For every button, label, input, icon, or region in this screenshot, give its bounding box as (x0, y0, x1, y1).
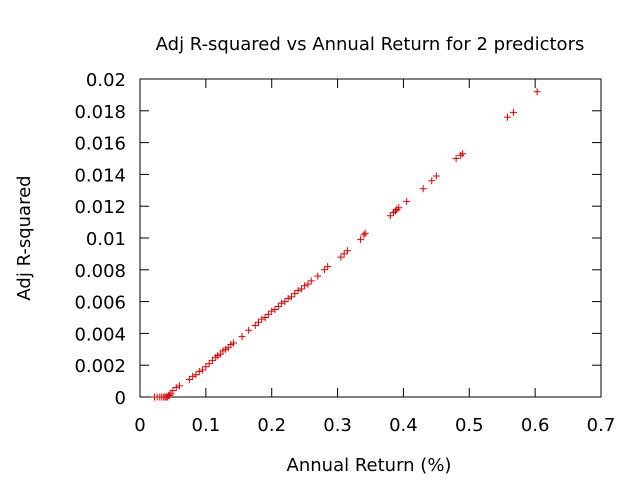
data-point (360, 231, 368, 239)
data-point (297, 285, 305, 293)
data-point (386, 212, 394, 220)
data-point (392, 207, 400, 215)
data-point (301, 282, 309, 290)
data-point (199, 366, 207, 374)
data-point (324, 263, 332, 271)
data-point (169, 387, 177, 395)
data-point (395, 204, 403, 212)
x-tick-label: 0.7 (587, 415, 616, 436)
y-tick-label: 0.008 (74, 261, 126, 282)
data-point (343, 247, 351, 255)
x-tick-label: 0.3 (323, 415, 352, 436)
y-axis: 0 0.002 0.004 0.006 0.008 0.01 0.012 0.014 0.016… (74, 70, 601, 409)
y-tick-label: 0.018 (74, 102, 126, 123)
chart-title: Adj R-squared vs Annual Return for 2 pre… (156, 34, 585, 55)
y-axis-title: Adj R-squared (14, 175, 35, 300)
data-point (509, 108, 517, 116)
data-point (281, 298, 289, 306)
data-points (150, 88, 541, 401)
data-point (189, 372, 197, 380)
data-point (258, 315, 266, 323)
x-tick-label: 0.5 (455, 415, 484, 436)
data-point (192, 371, 200, 379)
data-point (230, 339, 238, 347)
y-tick-label: 0.016 (74, 134, 126, 155)
data-point (357, 236, 365, 244)
data-point (361, 229, 369, 237)
data-point (264, 310, 272, 318)
data-point (166, 391, 174, 399)
data-point (274, 302, 282, 310)
data-point (176, 382, 184, 390)
y-tick-label: 0.01 (86, 229, 126, 250)
data-point (291, 290, 299, 298)
data-point (172, 383, 180, 391)
data-point (337, 253, 345, 261)
x-axis: 0 0.1 0.2 0.3 0.4 0.5 0.6 0.7 (134, 79, 615, 436)
x-tick-label: 0.2 (257, 415, 286, 436)
data-point (208, 356, 216, 364)
data-point (403, 197, 411, 205)
data-point (503, 113, 511, 121)
data-point (340, 250, 348, 258)
data-point (261, 314, 269, 321)
data-point (278, 299, 286, 307)
x-tick-label: 0.6 (521, 415, 550, 436)
x-tick-label: 0.4 (389, 415, 418, 436)
plot-area-frame (139, 78, 602, 398)
data-point (428, 177, 436, 185)
y-tick-label: 0.012 (74, 197, 126, 218)
x-axis-title: Annual Return (%) (287, 455, 452, 476)
data-point (314, 272, 322, 280)
data-point (238, 333, 246, 341)
data-point (284, 294, 292, 302)
data-point (268, 307, 276, 315)
x-tick-label: 0.1 (192, 415, 221, 436)
data-point (287, 293, 295, 301)
data-point (459, 150, 467, 158)
data-point (195, 368, 203, 376)
y-tick-label: 0.004 (74, 324, 126, 345)
data-point (245, 326, 253, 334)
y-tick-label: 0 (115, 388, 126, 409)
data-point (419, 185, 427, 193)
data-point (185, 376, 193, 384)
data-point (304, 280, 312, 288)
y-tick-label: 0.014 (74, 165, 126, 186)
data-point (202, 363, 210, 371)
y-tick-label: 0.006 (74, 293, 126, 314)
data-point (251, 321, 259, 329)
data-point (320, 266, 328, 274)
data-point (294, 286, 302, 294)
data-point (255, 318, 263, 326)
y-tick-label: 0.002 (74, 356, 126, 377)
data-point (307, 277, 315, 285)
x-tick-label: 0 (134, 415, 145, 436)
data-point (452, 155, 460, 162)
y-tick-label: 0.02 (86, 70, 126, 91)
data-point (205, 360, 213, 368)
data-point (533, 88, 541, 96)
data-point (271, 306, 279, 314)
data-point (432, 172, 440, 180)
